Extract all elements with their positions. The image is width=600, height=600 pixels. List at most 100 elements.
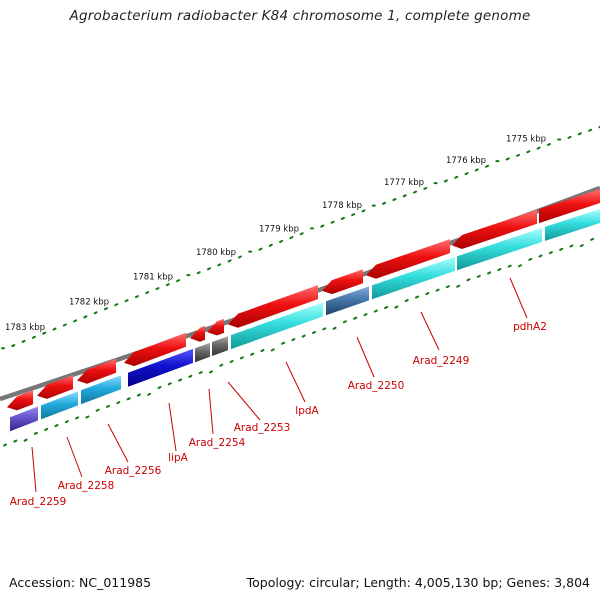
scale-tick [322,327,327,331]
scale-tick [157,386,162,390]
gene-labels: pdhA2 Arad_2249 Arad_2250 lpdA Arad_2253 Arad… [10,321,547,508]
cds-gene [128,348,193,387]
scale-tick [31,335,36,339]
gene-label-leader [285,361,306,403]
scale-tick [136,393,141,397]
gene-label-leaders [31,277,528,493]
scale-tick [330,220,335,224]
scale-tick [485,164,490,168]
scale-tick [270,348,275,352]
scale-tick [464,172,469,176]
scale-tick [3,443,7,447]
scale-tick [227,259,232,263]
gene-label: Arad_2256 [105,465,162,477]
scale-tick [198,371,203,375]
cds-gene [195,342,210,363]
scale-label: 1777 kbp [384,178,424,188]
scale-tick [219,363,224,367]
scale-tick [95,408,100,412]
scale-tick [62,323,67,327]
gene-label-leader [420,311,440,351]
scale-tick [104,307,108,311]
scale-tick [217,263,222,267]
forward-gene [77,358,116,384]
scale-tick [536,146,541,150]
scale-tick [353,316,358,320]
scale-tick [239,356,244,360]
scale-tick [505,157,510,161]
scale-tick [443,179,448,183]
scale-tick [54,424,59,428]
gene-label-leader [356,336,375,378]
scale-tick [332,326,337,330]
scale-tick [33,431,38,435]
cds-gene [372,256,455,300]
scale-tick [299,232,304,236]
scale-tick [394,305,399,309]
scale-tick [402,194,407,198]
scale-tick [320,224,325,228]
gene-label-leader [107,423,129,463]
forward-gene [190,325,205,342]
scale-tick [569,244,574,248]
scale-tick [75,416,80,420]
scale-tick [384,306,389,310]
scale-tick [42,331,47,335]
cds-gene [231,302,323,350]
genome-summary-text: Topology: circular; Length: 4,005,130 bp… [246,575,590,590]
gene-label: Arad_2250 [348,380,405,392]
forward-gene [366,239,450,279]
scale-tick [176,279,181,283]
scale-tick [268,243,273,247]
scale-tick [538,254,543,258]
scale-tick [289,236,294,240]
scale-tick [13,439,18,443]
scale-tick [147,392,152,396]
scale-labels: 1775 kbp 1776 kbp 1777 kbp 1778 kbp 1779 kbp… [5,135,546,333]
scale-tick [229,360,234,364]
scale-tick [340,216,345,220]
scale-tick [487,271,492,275]
scale-tick [456,284,461,288]
scale-tick [445,285,450,289]
scale-tick [588,128,593,132]
scale-tick [85,415,90,419]
scale-tick [567,135,572,139]
scale-tick [124,299,129,303]
scale-label: 1778 kbp [322,201,362,211]
outer-scale-ticks [1,125,600,350]
scale-label: 1775 kbp [506,135,546,145]
scale-tick [167,382,172,386]
scale-tick [279,239,284,243]
gene-label: Arad_2249 [413,355,470,367]
gene-label-leader [31,446,37,493]
scale-tick [415,295,419,299]
forward-gene [7,390,33,411]
scale-tick [165,283,170,287]
scale-tick [435,288,440,292]
cds-gene [41,391,78,420]
cds-gene [81,375,121,405]
cds-gene [457,227,542,271]
scale-tick [116,401,121,405]
gene-label: Arad_2254 [189,437,246,449]
scale-tick [52,327,57,331]
scale-tick [73,319,78,323]
scale-tick [11,344,16,348]
scale-tick [526,150,531,154]
scale-tick [178,378,183,382]
scale-tick [423,186,428,190]
scale-tick [351,213,356,217]
scale-tick [497,268,502,272]
scale-tick [44,427,49,431]
scale-tick [454,175,459,179]
scale-tick [260,349,265,353]
scale-tick [93,311,98,315]
scale-tick [590,237,595,241]
scale-tick [64,420,69,424]
scale-tick [474,168,479,172]
scale-tick [312,330,316,334]
inner-scale-ticks [3,237,595,447]
accession-text: Accession: NC_011985 [9,575,152,590]
